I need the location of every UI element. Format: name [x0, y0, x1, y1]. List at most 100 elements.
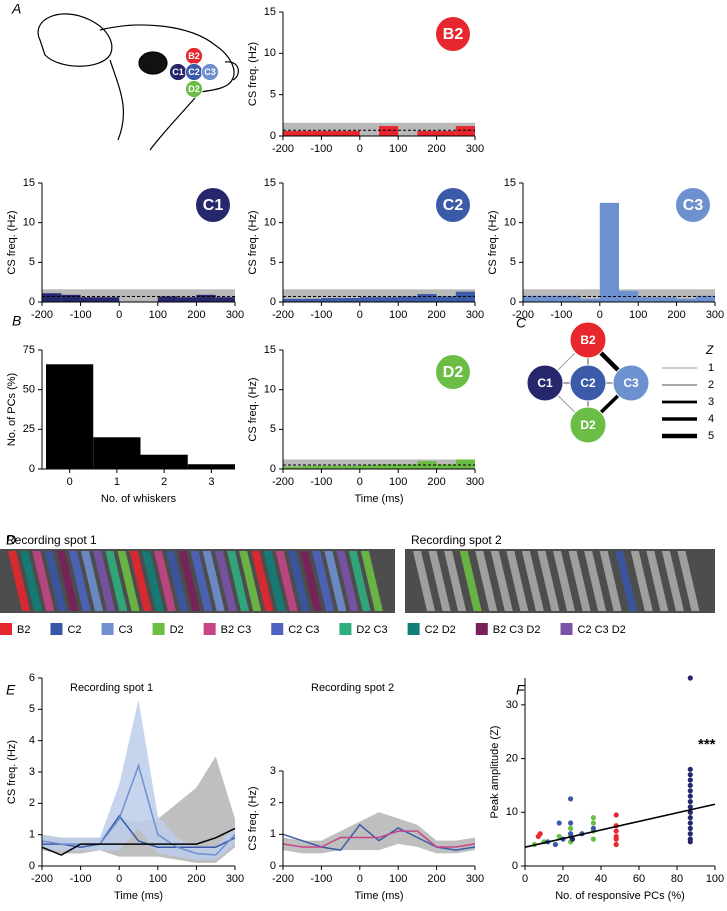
- x-tick-label: 200: [187, 873, 205, 885]
- x-tick-label: 300: [466, 143, 484, 155]
- hist-bar: [657, 297, 677, 302]
- x-tick-label: 100: [149, 309, 167, 321]
- cell-stripe: [584, 551, 607, 611]
- cell-stripe: [178, 551, 201, 611]
- y-tick-label: 50: [23, 384, 35, 396]
- y-tick-label: 10: [506, 806, 518, 818]
- hist-bar: [196, 294, 216, 302]
- legend-swatch: [0, 623, 12, 635]
- x-tick-label: 60: [633, 873, 645, 885]
- scatter-point: [687, 825, 693, 832]
- network-node: [569, 406, 607, 444]
- x-tick-label: 200: [427, 476, 445, 488]
- y-tick-label: 2: [29, 797, 35, 809]
- network-node-label: C3: [623, 376, 639, 390]
- hist-bar: [42, 293, 62, 302]
- y-tick-label: 3: [270, 765, 276, 777]
- hist-bar: [302, 131, 322, 136]
- legend-label: B2 C3 D2: [493, 624, 541, 636]
- x-tick-label: 100: [389, 309, 407, 321]
- x-axis-label: Time (ms): [354, 890, 403, 902]
- network-node-label: D2: [580, 418, 596, 432]
- cell-stripe: [44, 551, 67, 611]
- x-tick-label: -100: [310, 143, 332, 155]
- y-tick-label: 0: [510, 296, 516, 308]
- hist-bar: [523, 295, 543, 302]
- legend-label: D2: [170, 624, 184, 636]
- hist-bar: [455, 126, 475, 136]
- cell-stripe: [117, 551, 140, 611]
- recording-title: Recording spot 1: [6, 533, 97, 547]
- x-tick-label: 300: [706, 309, 724, 321]
- y-axis-label: CS freq. (Hz): [247, 210, 259, 274]
- scatter-point: [687, 777, 693, 783]
- x-tick-label: -200: [272, 309, 294, 321]
- cell-stripe: [154, 551, 176, 611]
- cell-stripe: [68, 551, 91, 611]
- legend-swatch: [560, 623, 573, 635]
- cell-stripe: [239, 551, 262, 611]
- hist-bar: [398, 464, 418, 469]
- scatter-point: [613, 833, 619, 840]
- scatter-point: [687, 820, 693, 826]
- x-tick-label: 200: [187, 309, 205, 321]
- series-line: [42, 814, 236, 848]
- y-tick-label: 10: [264, 47, 276, 59]
- scatter-point: [687, 836, 693, 842]
- y-tick-label: 0: [29, 296, 35, 308]
- series-line: [41, 827, 236, 856]
- y-tick-label: 0: [512, 860, 518, 872]
- x-tick-label: 100: [389, 873, 407, 885]
- scatter-point: [569, 836, 576, 842]
- x-tick-label: 100: [706, 873, 724, 885]
- y-tick-label: 10: [264, 217, 276, 229]
- y-tick-label: 15: [264, 6, 276, 18]
- scatter-point: [590, 825, 597, 832]
- network-node: [569, 364, 607, 402]
- hist-bar: [177, 297, 197, 302]
- y-tick-label: 10: [23, 217, 35, 229]
- x-tick-label: 0: [67, 476, 73, 488]
- panel-label: E: [6, 682, 16, 698]
- y-axis-label: CS freq. (Hz): [247, 42, 259, 106]
- badge-label: C3: [683, 197, 704, 214]
- hist-bar: [379, 464, 399, 469]
- y-tick-label: 0: [270, 130, 276, 142]
- x-tick-label: 40: [595, 873, 607, 885]
- series-line: [41, 763, 236, 856]
- x-tick-label: 1: [114, 476, 120, 488]
- badge: [196, 188, 230, 222]
- x-tick-label: 100: [629, 309, 647, 321]
- x-tick-label: 3: [208, 476, 214, 488]
- cell-stripe: [444, 551, 467, 611]
- y-axis-label: CS freq. (Hz): [6, 210, 18, 274]
- legend-label: B2: [17, 624, 30, 636]
- scatter-point: [687, 772, 693, 778]
- panel-label: B: [12, 313, 21, 329]
- hist-bar: [417, 131, 437, 136]
- legend-label: D2 C3: [356, 624, 387, 636]
- hist-bar: [417, 461, 437, 469]
- x-axis-label: No. of responsive PCs (%): [555, 890, 685, 902]
- scatter-point: [568, 796, 574, 802]
- hist-bar: [580, 298, 600, 302]
- y-tick-label: 1: [270, 828, 276, 840]
- x-tick-label: -200: [272, 873, 294, 885]
- x-tick-label: 0: [357, 873, 363, 885]
- hist-bar: [379, 297, 399, 302]
- scatter-point: [590, 815, 597, 821]
- cell-stripe: [166, 551, 189, 611]
- y-axis-label: CS freq. (Hz): [487, 210, 499, 274]
- y-tick-label: 0: [270, 860, 276, 872]
- cell-stripe: [81, 551, 103, 611]
- cell-stripe: [599, 551, 622, 611]
- x-tick-label: -200: [31, 873, 53, 885]
- x-tick-label: 0: [357, 309, 363, 321]
- cell-stripe: [141, 551, 164, 611]
- x-tick-label: 200: [427, 309, 445, 321]
- hist-bar: [80, 297, 100, 302]
- y-tick-label: 0: [29, 463, 35, 475]
- cell-stripe: [32, 551, 55, 611]
- cell-stripe: [506, 551, 529, 611]
- hist-bar: [340, 298, 360, 302]
